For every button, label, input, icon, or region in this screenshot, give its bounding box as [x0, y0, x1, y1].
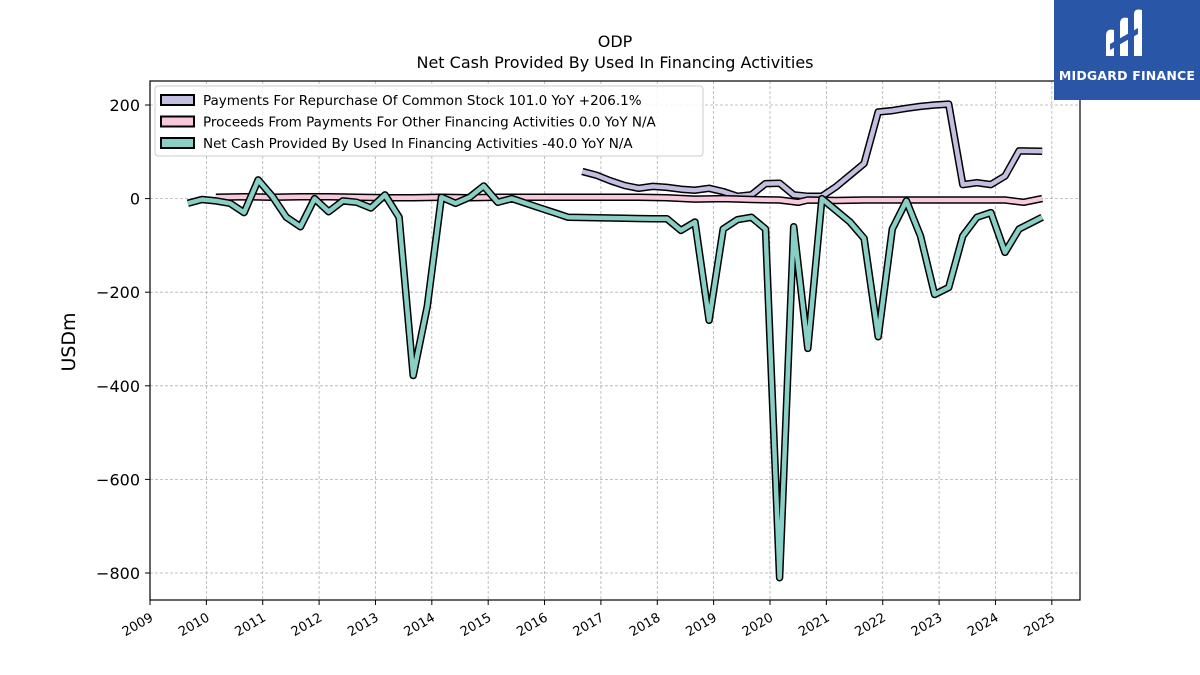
x-tick-label: 2019 [683, 610, 719, 640]
legend-box [154, 85, 704, 157]
x-tick-label: 2018 [627, 610, 663, 640]
y-tick-label: −600 [96, 470, 140, 489]
x-tick-label: 2024 [965, 610, 1001, 640]
brand-logo: MIDGARD FINANCE [1054, 0, 1200, 100]
series-3-outline [186, 176, 1044, 582]
series-3-line [187, 177, 1044, 580]
y-tick-label: −800 [96, 564, 140, 583]
y-tick-label: −400 [96, 377, 140, 396]
grid [149, 81, 1080, 600]
y-tick-label: −200 [96, 283, 140, 302]
y-tick-label: 0 [130, 190, 140, 209]
legend-label-3: Net Cash Provided By Used In Financing A… [203, 136, 633, 152]
legend-swatch-3 [160, 137, 195, 149]
x-tick-label: 2021 [796, 610, 832, 640]
axes: 200 0 −200 −400 −600 −800 2009 2010 2011 2012 2013… [96, 96, 1058, 640]
series-2-line [215, 194, 1043, 205]
x-tick-label: 2022 [853, 610, 889, 640]
x-tick-label: 2015 [458, 610, 494, 640]
brand-logo-text: MIDGARD FINANCE [1058, 68, 1196, 83]
x-tick-label: 2012 [289, 610, 325, 640]
chart-title-ticker: ODP [598, 32, 633, 51]
chart-title: Net Cash Provided By Used In Financing A… [416, 53, 813, 72]
brand-logo-mark [1054, 0, 1200, 100]
x-tick-label: 2023 [909, 610, 945, 640]
x-tick-label: 2025 [1022, 610, 1058, 640]
x-tick-label: 2014 [402, 610, 438, 640]
x-tick-label: 2016 [514, 610, 550, 640]
x-tick-label: 2013 [345, 610, 381, 640]
legend-label-2: Proceeds From Payments For Other Financi… [203, 115, 657, 131]
y-tick-label: 200 [109, 96, 140, 115]
series-layer [186, 100, 1044, 582]
legend-label-1: Payments For Repurchase Of Common Stock … [203, 93, 642, 109]
x-tick-label: 2009 [120, 610, 156, 640]
legend-swatch-2 [160, 115, 195, 128]
x-tick-label: 2020 [740, 610, 776, 640]
x-tick-label: 2010 [176, 610, 212, 640]
legend: Payments For Repurchase Of Common Stock … [154, 85, 704, 157]
y-axis-label: USDm [58, 312, 80, 371]
plot-frame [149, 80, 1081, 601]
x-tick-label: 2011 [233, 610, 269, 640]
x-tick-label: 2017 [571, 610, 607, 640]
legend-swatch-1 [160, 94, 195, 106]
